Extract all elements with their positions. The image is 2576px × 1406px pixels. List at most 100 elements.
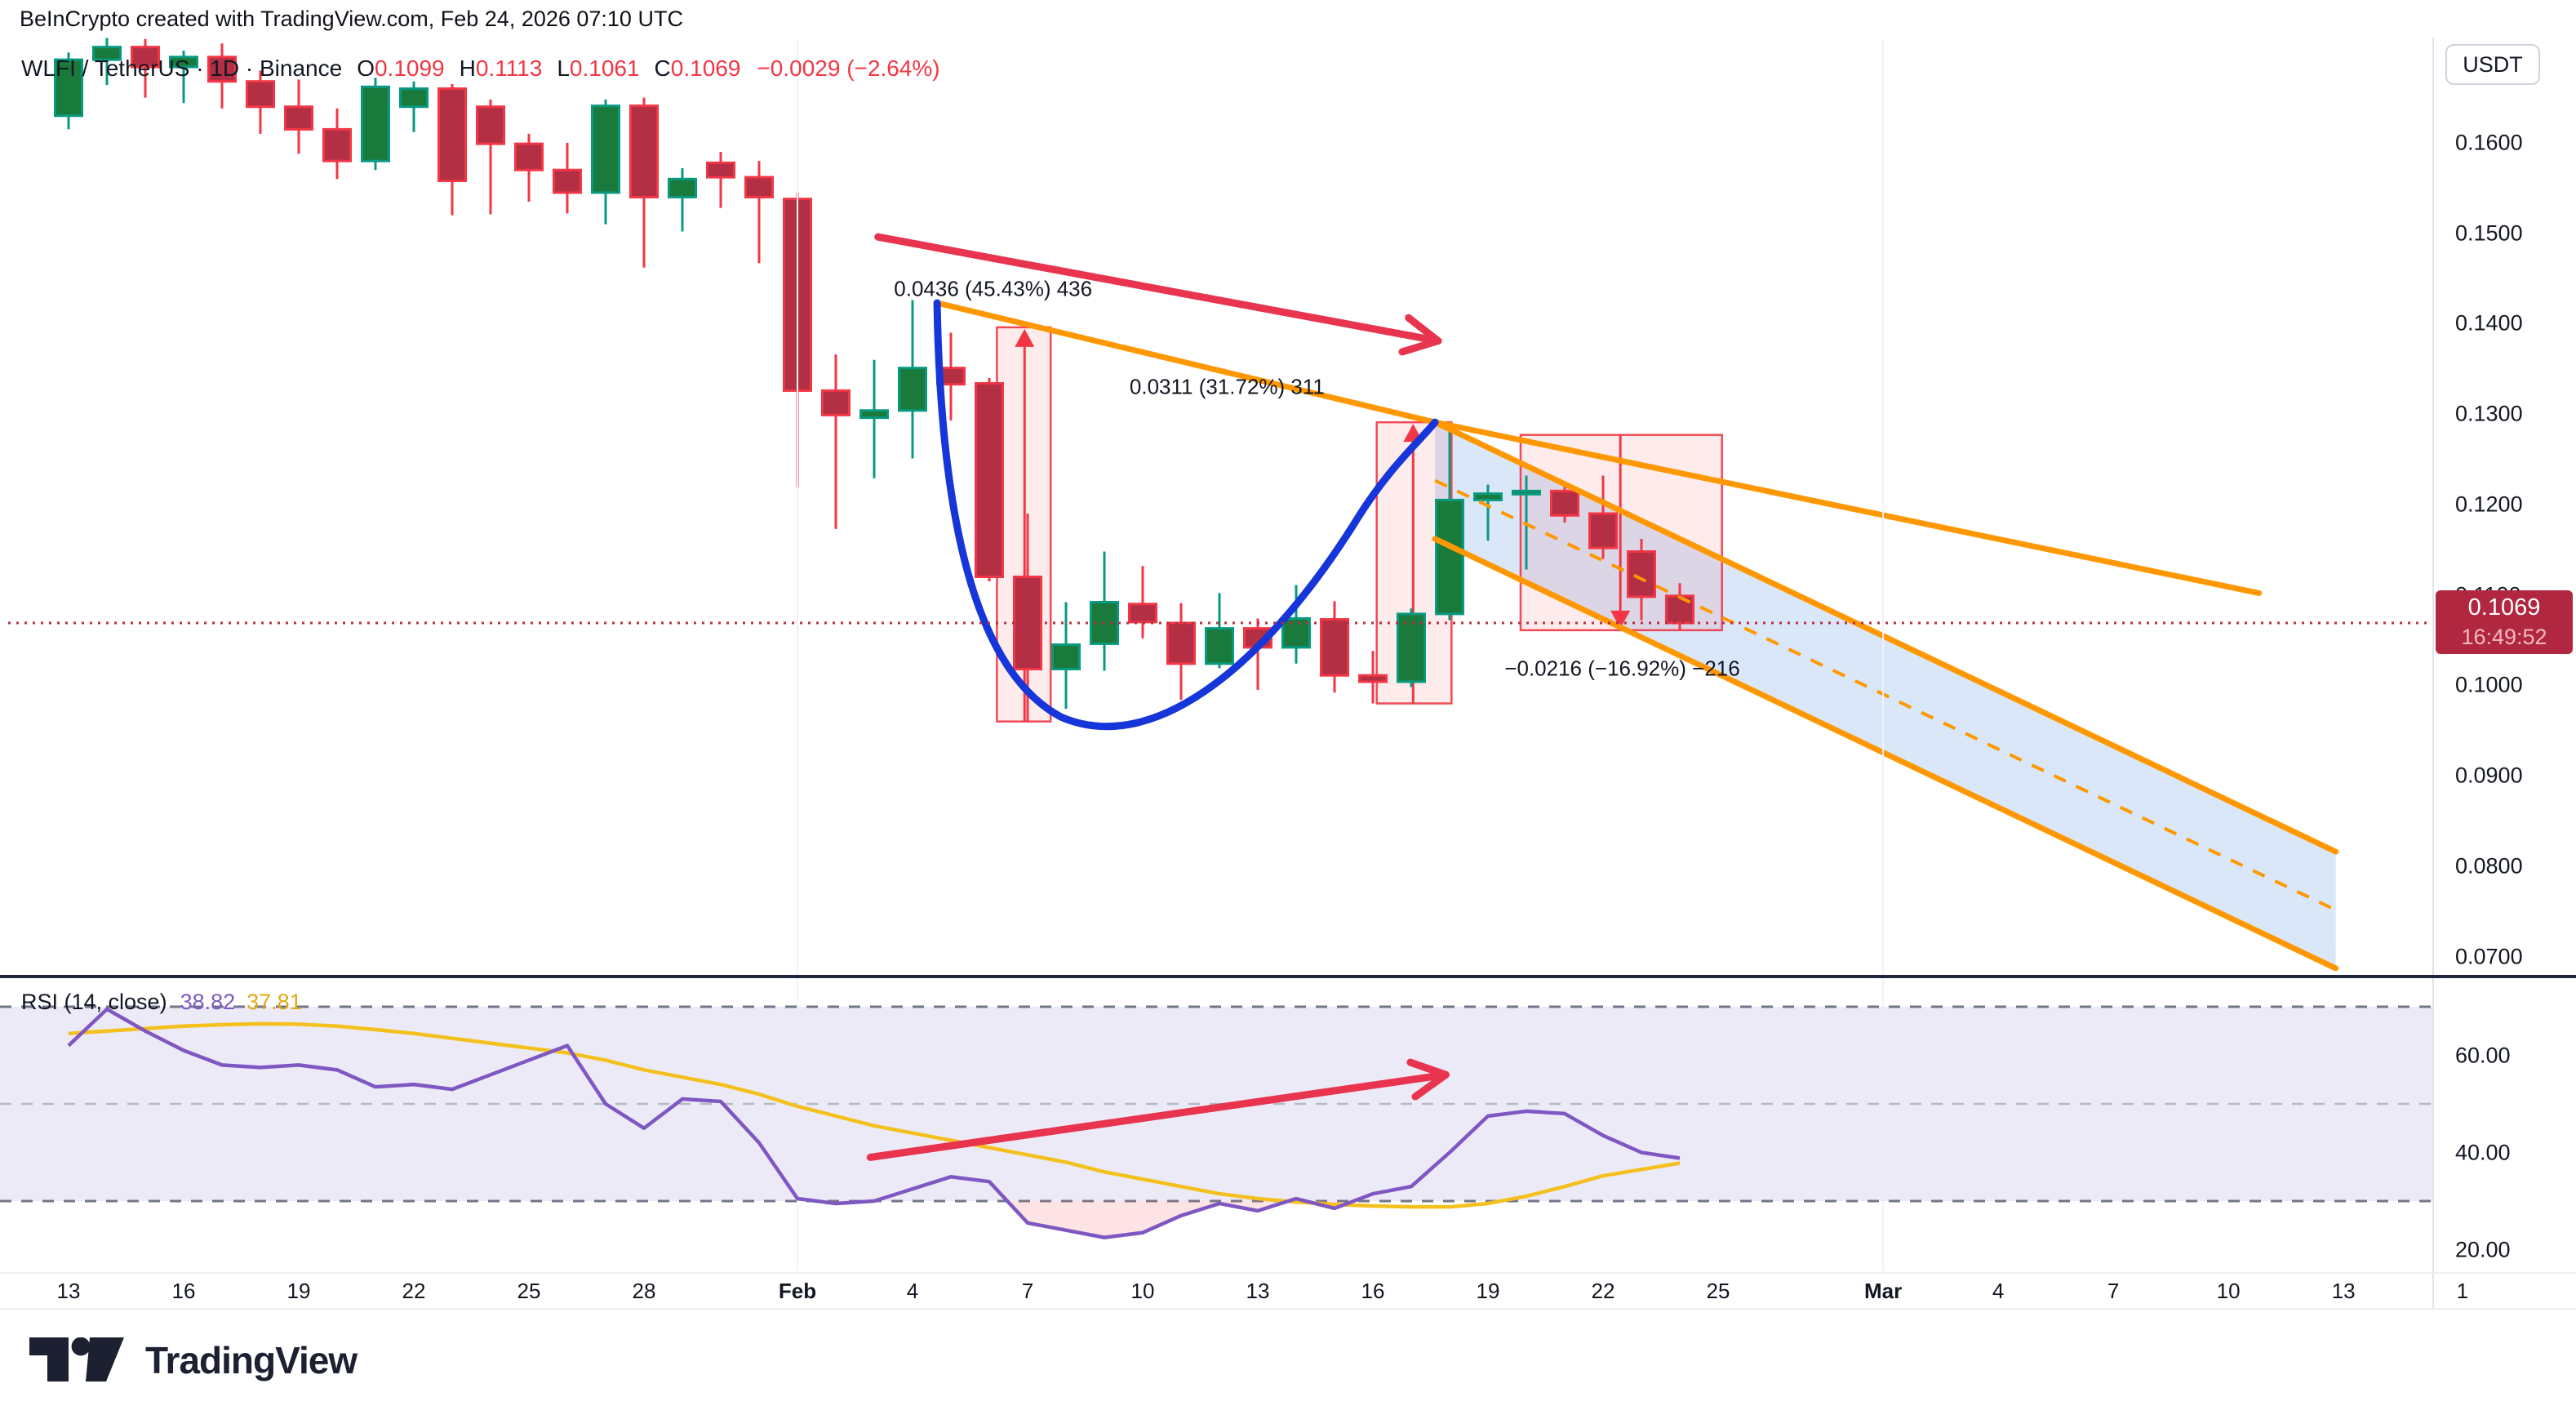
pane-separator[interactable] (0, 975, 2576, 978)
ohlc-key: C (654, 56, 671, 81)
bar-countdown: 16:49:52 (2461, 624, 2547, 649)
rsi-oversold-fill (1007, 1201, 1289, 1238)
measure-label: 0.0436 (45.43%) 436 (894, 276, 1093, 301)
last-price-value: 0.1069 (2467, 594, 2541, 621)
time-tick-label: 22 (402, 1279, 426, 1303)
change-value: −0.0029 (−2.64%) (757, 56, 940, 81)
price-tick-label: 0.0700 (2455, 944, 2523, 969)
symbol-title[interactable]: WLFI / TetherUS · 1D · Binance (21, 56, 343, 81)
candle-body (131, 46, 160, 69)
price-tick-label: 0.1500 (2455, 220, 2523, 246)
attribution-header: BeInCrypto created with TradingView.com,… (20, 7, 683, 31)
candle-body (1550, 489, 1579, 517)
candle-body (1166, 621, 1196, 665)
candle-body (514, 142, 544, 171)
arrowhead-icon (1405, 314, 1442, 345)
candle-body (246, 80, 275, 109)
time-tick-label: Feb (778, 1279, 817, 1303)
candle-body (1397, 612, 1426, 683)
price-tick-label: 0.1000 (2455, 672, 2523, 697)
candle-body (1588, 512, 1618, 549)
rsi-tick-label: 60.00 (2455, 1043, 2511, 1067)
time-tick-label: 10 (1130, 1279, 1155, 1303)
time-tick-label: 16 (171, 1279, 196, 1303)
arrowhead-icon (1411, 1070, 1450, 1101)
rsi-pane[interactable] (0, 1005, 2432, 1239)
tradingview-logo-icon[interactable] (29, 1337, 127, 1383)
time-tick-label: 4 (1992, 1279, 2005, 1303)
candle-body (207, 56, 237, 83)
candle-body (1320, 618, 1349, 677)
price-tick-label: 0.1600 (2455, 130, 2523, 155)
ohlc-value: 0.1113 (475, 56, 543, 81)
cup-pattern-curve[interactable] (933, 299, 1439, 731)
candle-body (399, 87, 429, 109)
candle-body (821, 389, 851, 416)
footer: TradingView (29, 1337, 358, 1383)
candle-body (476, 105, 505, 145)
candle-body (1435, 498, 1464, 616)
time-tick-label: 19 (286, 1279, 311, 1303)
price-pane[interactable] (54, 38, 2339, 972)
time-tick-label: 4 (906, 1279, 919, 1303)
measure-label: −0.0216 (−16.92%) −216 (1504, 656, 1740, 681)
ohlc-key: L (557, 56, 570, 81)
channel-top-line[interactable] (1432, 419, 2339, 855)
candle-body (437, 87, 467, 183)
candle-body (1512, 489, 1541, 496)
candle-body (284, 105, 313, 131)
candle-body (591, 105, 620, 194)
candle-body (54, 58, 83, 118)
time-axis-divider (0, 1272, 2576, 1274)
downtrend-arrow[interactable] (874, 233, 1442, 345)
candle-body (322, 127, 352, 162)
measure-arrowhead-icon (1015, 328, 1035, 347)
candle-body (1281, 616, 1311, 649)
candle-body (706, 161, 735, 179)
ohlc-key: O (357, 56, 375, 81)
candle-body (975, 382, 1004, 579)
arrowhead-icon (1398, 336, 1442, 356)
channel-bottom-line[interactable] (1432, 536, 2339, 972)
rsi-value-main: 38.82 (180, 990, 236, 1014)
ohlc-value: 0.1061 (569, 56, 640, 81)
ohlc-value: 0.1069 (670, 56, 741, 81)
ohlc-key: H (459, 56, 476, 81)
time-tick-label: 16 (1361, 1279, 1385, 1303)
symbol-legend: WLFI / TetherUS · 1D · Binance O0.1099 H0.… (21, 56, 940, 82)
footer-divider (0, 1308, 2576, 1310)
rsi-tick-label: 20.00 (2455, 1237, 2511, 1261)
rsi-smoothing-line (68, 1021, 1681, 1209)
currency-toggle-button[interactable]: USDT (2445, 44, 2540, 85)
time-tick-label: 22 (1591, 1279, 1615, 1303)
candle-body (169, 56, 198, 69)
rsi-tick-label: 40.00 (2455, 1140, 2511, 1164)
tradingview-logo-text[interactable]: TradingView (145, 1339, 358, 1382)
last-price-tag: 0.1069 16:49:52 (2436, 590, 2573, 654)
rsi-legend-title[interactable]: RSI (14, close) (21, 990, 167, 1014)
time-tick-label: 7 (1021, 1279, 1034, 1303)
price-tick-label: 0.1400 (2455, 310, 2523, 336)
candle-body (553, 168, 582, 194)
time-tick-label: 13 (1246, 1279, 1270, 1303)
candle-body (1128, 603, 1157, 624)
candle-body (859, 409, 889, 420)
time-tick-label: 25 (517, 1279, 541, 1303)
candle-body (1205, 627, 1234, 665)
rsi-legend: RSI (14, close) 38.82 37.81 (21, 990, 302, 1015)
time-tick-label: 25 (1706, 1279, 1730, 1303)
time-tick-label: 28 (632, 1279, 656, 1303)
candle-body (898, 367, 927, 412)
arrowhead-icon (1406, 1058, 1450, 1079)
time-tick-label: Mar (1863, 1279, 1903, 1303)
time-tick-label: 13 (2331, 1279, 2356, 1303)
candle-body (668, 177, 697, 198)
ohlc-value: 0.1099 (374, 56, 445, 81)
channel-midline (1434, 478, 2337, 912)
rsi-line (67, 1007, 1681, 1239)
rsi-uptrend-arrow[interactable] (866, 1070, 1450, 1161)
measure-label: 0.0311 (31.72%) 311 (1129, 374, 1325, 399)
time-tick-label: 19 (1476, 1279, 1500, 1303)
